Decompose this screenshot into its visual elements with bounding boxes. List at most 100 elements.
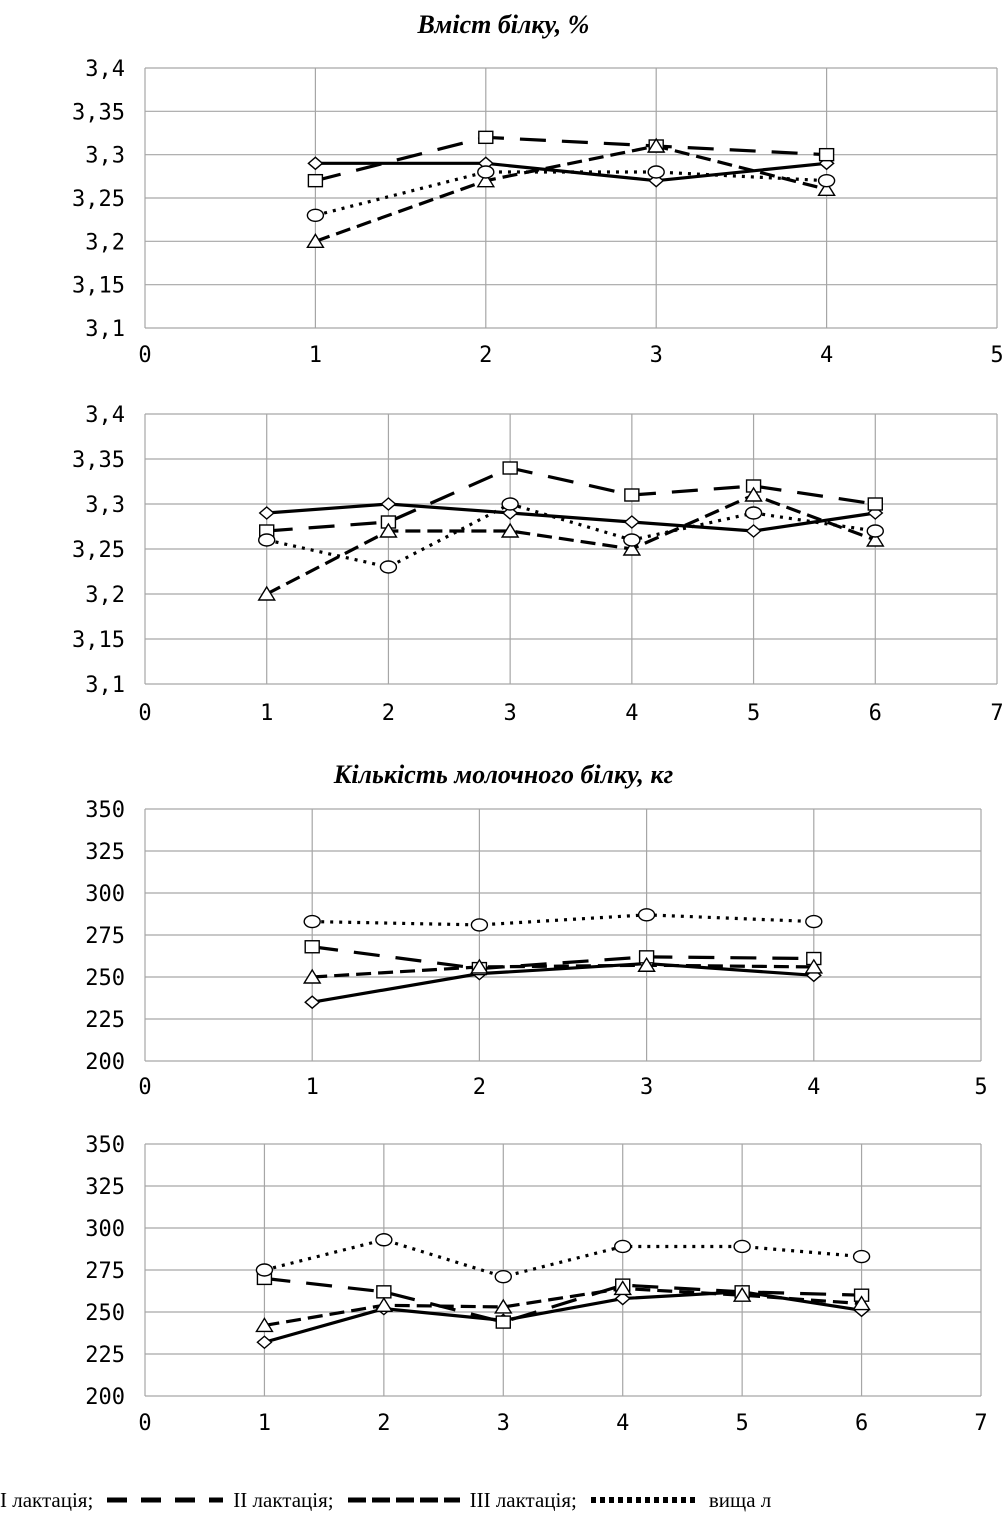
data-point-l1 xyxy=(258,506,275,520)
grid xyxy=(144,808,982,1062)
legend: І лактація; ІІ лактація; ІІІ лактація; в… xyxy=(0,1483,1007,1517)
data-point-l3 xyxy=(804,958,824,974)
data-point-l4 xyxy=(258,533,276,547)
protein-amount-chart-2: 200 225 250 275 300 325 350 0 1 2 3 4 5 6 7 xyxy=(85,1133,987,1436)
legend-item-l3: ІІІ лактація; xyxy=(334,1488,577,1513)
series-line-l1 xyxy=(263,1290,862,1344)
series-line-l3 xyxy=(314,144,827,243)
x-tick-label: 2 xyxy=(479,343,492,368)
data-point-l1 xyxy=(745,524,762,538)
x-tick-label: 0 xyxy=(138,701,151,726)
data-point-l3 xyxy=(852,1295,871,1311)
legend-item-l4: вища л xyxy=(577,1488,771,1513)
data-point-l4 xyxy=(623,533,641,547)
data-point-l3 xyxy=(255,1317,274,1333)
series-line-l4 xyxy=(266,502,876,569)
data-point-l1 xyxy=(648,173,665,188)
protein-content-chart-2: 3,1 3,15 3,2 3,25 3,3 3,35 3,4 0 1 2 3 4 5 6 7 xyxy=(72,404,1004,726)
x-tick-label: 0 xyxy=(138,1411,151,1436)
data-point-l2 xyxy=(818,147,835,162)
x-tick-label: 4 xyxy=(820,343,833,368)
series-line-l4 xyxy=(312,913,814,927)
data-point-l1 xyxy=(304,995,321,1010)
legend-item-l2: ІІ лактація; xyxy=(93,1488,334,1513)
series-markers-l3 xyxy=(306,137,836,249)
data-point-l2 xyxy=(376,1285,392,1299)
y-tick-label: 3,15 xyxy=(72,628,125,653)
x-tick-label: 4 xyxy=(625,701,638,726)
data-point-l4 xyxy=(477,165,495,179)
data-point-l3 xyxy=(476,172,496,188)
series-markers-l4 xyxy=(258,497,884,574)
data-point-l1 xyxy=(307,156,324,171)
data-point-l4 xyxy=(306,208,325,223)
series-line-l2 xyxy=(315,135,827,183)
y-tick-label: 3,4 xyxy=(85,57,125,82)
series-markers-l2 xyxy=(307,130,835,188)
data-point-l4 xyxy=(614,1239,632,1254)
data-point-l4 xyxy=(817,173,836,188)
series-markers-l4 xyxy=(306,165,836,223)
data-point-l4 xyxy=(744,506,763,520)
data-point-l4 xyxy=(501,497,519,511)
series-line-l1 xyxy=(311,961,814,1004)
x-tick-label: 1 xyxy=(306,1075,319,1100)
grid xyxy=(144,67,998,329)
data-point-l4 xyxy=(805,914,823,929)
legend-label-l4: вища л xyxy=(708,1487,772,1512)
data-point-l3 xyxy=(732,1286,752,1302)
data-point-l3 xyxy=(257,585,276,601)
x-tick-label: 5 xyxy=(747,701,760,726)
x-tick-label: 6 xyxy=(855,1411,868,1436)
x-tick-label: 2 xyxy=(377,1411,390,1436)
series-line-l4 xyxy=(315,170,827,217)
data-point-l2 xyxy=(478,130,494,145)
legend-swatch-l3 xyxy=(347,1497,460,1503)
series-markers-l3 xyxy=(257,486,885,601)
data-point-l1 xyxy=(614,1291,631,1306)
x-tick-label: 3 xyxy=(640,1075,653,1100)
y-tick-label: 3,1 xyxy=(85,673,125,698)
series-line-l4 xyxy=(264,1238,862,1279)
data-point-l3 xyxy=(622,540,642,556)
y-tick-label: 3,35 xyxy=(72,100,125,125)
x-tick-label: 3 xyxy=(650,343,663,368)
data-point-l3 xyxy=(379,522,398,538)
y-tick-label: 3,3 xyxy=(85,144,125,169)
data-point-l3 xyxy=(866,531,885,547)
x-tick-label: 1 xyxy=(260,701,273,726)
series-markers-l4 xyxy=(255,1233,871,1284)
data-point-l1 xyxy=(623,515,640,529)
series-markers-l2 xyxy=(259,461,883,538)
y-tick-label: 3,35 xyxy=(72,448,125,473)
data-point-l2 xyxy=(495,1315,511,1329)
chart-title-protein-amount: Кількість молочного білку, кг xyxy=(333,760,674,789)
y-tick-label: 3,15 xyxy=(72,274,125,299)
series-markers-l3 xyxy=(255,1280,871,1333)
data-point-l3 xyxy=(470,958,489,974)
series-markers-l3 xyxy=(302,956,824,984)
series-line-l3 xyxy=(265,493,876,596)
y-tick-label: 3,1 xyxy=(85,317,125,342)
y-tick-label: 350 xyxy=(85,798,125,823)
data-point-l4 xyxy=(494,1270,512,1284)
y-tick-label: 275 xyxy=(85,1259,125,1284)
y-tick-label: 225 xyxy=(85,1343,125,1368)
y-tick-label: 325 xyxy=(85,840,125,865)
y-tick-label: 300 xyxy=(85,882,125,907)
series-line-l1 xyxy=(266,502,876,533)
x-tick-label: 2 xyxy=(382,701,395,726)
x-tick-label: 7 xyxy=(974,1411,987,1436)
x-tick-label: 4 xyxy=(807,1075,820,1100)
data-point-l4 xyxy=(375,1233,393,1247)
y-tick-label: 3,2 xyxy=(85,583,125,608)
data-point-l4 xyxy=(866,524,884,538)
x-tick-label: 0 xyxy=(138,1075,151,1100)
legend-swatch-l2 xyxy=(107,1497,224,1503)
data-point-l3 xyxy=(500,522,520,538)
legend-label-l3: ІІІ лактація; xyxy=(469,1487,577,1512)
data-point-l4 xyxy=(303,914,321,929)
x-tick-label: 3 xyxy=(497,1411,510,1436)
series-line-l3 xyxy=(312,963,814,979)
x-tick-label: 5 xyxy=(990,343,1003,368)
